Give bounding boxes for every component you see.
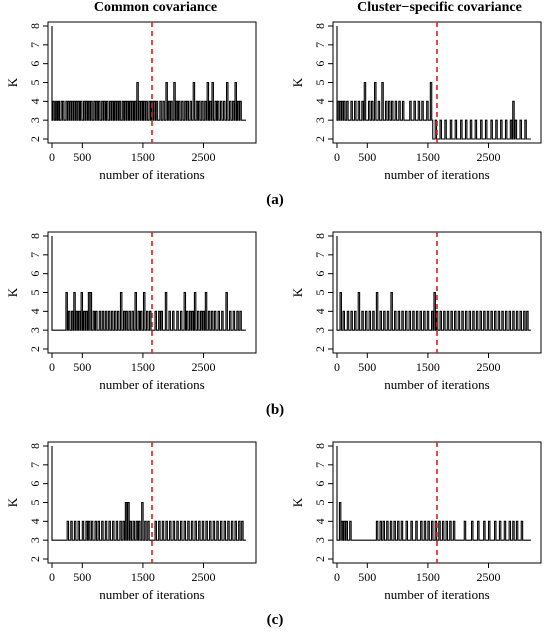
x-tick-label: 0: [49, 150, 55, 164]
y-tick-label: 8: [28, 233, 42, 239]
panel-letter-a: (a): [266, 192, 284, 208]
x-tick-label: 0: [334, 360, 340, 374]
x-tick-label: 1500: [416, 360, 440, 374]
y-tick-label: 4: [28, 98, 42, 104]
mcmc-trace-line: [336, 446, 531, 541]
x-tick-label: 500: [73, 150, 91, 164]
x-tick-label: 2500: [192, 570, 216, 584]
y-tick-label: 6: [28, 481, 42, 487]
y-tick-label: 4: [313, 308, 327, 314]
x-axis-label: number of iterations: [99, 167, 204, 182]
y-tick-label: 7: [28, 42, 42, 48]
y-tick-label: 2: [313, 136, 327, 142]
panel-c-common: 2 3 4 5 6 7 8 K 0 500 1500 2500 number of iterations: [5, 441, 257, 602]
y-axis-label: K: [290, 77, 305, 87]
x-tick-label: 1500: [416, 150, 440, 164]
y-tick-label: 3: [313, 327, 327, 333]
y-axis-label: K: [290, 287, 305, 297]
y-tick-label: 5: [313, 500, 327, 506]
column-title-common: Common covariance: [93, 0, 218, 15]
y-tick-label: 3: [313, 117, 327, 123]
mcmc-trace-line: [51, 446, 246, 541]
panel-letter-c: (c): [266, 612, 284, 628]
x-tick-label: 500: [358, 570, 376, 584]
y-tick-label: 6: [313, 481, 327, 487]
x-tick-label: 500: [358, 360, 376, 374]
y-tick-label: 3: [28, 117, 42, 123]
x-axis-label: number of iterations: [384, 377, 489, 392]
y-tick-label: 7: [28, 462, 42, 468]
y-tick-label: 2: [313, 346, 327, 352]
x-axis-label: number of iterations: [99, 377, 204, 392]
x-axis-label: number of iterations: [384, 587, 489, 602]
y-axis-label: K: [290, 497, 305, 507]
y-axis-label: K: [5, 77, 20, 87]
x-tick-label: 500: [73, 360, 91, 374]
y-tick-label: 2: [28, 136, 42, 142]
y-tick-label: 5: [313, 290, 327, 296]
x-axis-label: number of iterations: [99, 587, 204, 602]
panel-b-cluster: 2 3 4 5 6 7 8 K 0 500 1500 2500 number of iterations: [290, 231, 542, 392]
y-tick-label: 5: [28, 500, 42, 506]
y-tick-label: 2: [313, 556, 327, 562]
x-tick-label: 1500: [131, 150, 155, 164]
y-axis-label: K: [5, 497, 20, 507]
x-tick-label: 2500: [477, 360, 501, 374]
y-tick-label: 8: [313, 23, 327, 29]
y-tick-label: 6: [313, 271, 327, 277]
y-axis-label: K: [5, 287, 20, 297]
y-tick-label: 8: [313, 443, 327, 449]
y-tick-label: 8: [28, 23, 42, 29]
y-tick-label: 4: [313, 518, 327, 524]
mcmc-trace-line: [51, 236, 246, 331]
y-tick-label: 2: [28, 346, 42, 352]
y-tick-label: 4: [28, 308, 42, 314]
y-tick-label: 5: [28, 290, 42, 296]
x-tick-label: 1500: [131, 360, 155, 374]
x-tick-label: 0: [334, 150, 340, 164]
x-tick-label: 2500: [477, 570, 501, 584]
panel-a-cluster: 2 3 4 5 6 7 8 K 0 500 1500 2500 number of iterations: [290, 21, 542, 182]
y-tick-label: 4: [313, 98, 327, 104]
panel-letter-b: (b): [265, 402, 285, 418]
x-tick-label: 2500: [192, 360, 216, 374]
panel-b-common: 2 3 4 5 6 7 8 K 0 500 1500 2500 number of iterations: [5, 231, 257, 392]
mcmc-trace-line: [336, 236, 531, 331]
x-tick-label: 500: [358, 150, 376, 164]
y-tick-label: 5: [28, 80, 42, 86]
y-tick-label: 8: [28, 443, 42, 449]
y-tick-label: 6: [28, 61, 42, 67]
y-tick-label: 6: [28, 271, 42, 277]
y-tick-label: 4: [28, 518, 42, 524]
x-axis-label: number of iterations: [384, 167, 489, 182]
y-tick-label: 2: [28, 556, 42, 562]
y-tick-label: 7: [313, 42, 327, 48]
panel-c-cluster: 2 3 4 5 6 7 8 K 0 500 1500 2500 number of iterations: [290, 441, 542, 602]
y-tick-label: 3: [313, 537, 327, 543]
x-tick-label: 0: [49, 360, 55, 374]
y-tick-label: 7: [28, 252, 42, 258]
y-tick-label: 7: [313, 462, 327, 468]
x-tick-label: 1500: [131, 570, 155, 584]
x-tick-label: 1500: [416, 570, 440, 584]
x-tick-label: 2500: [192, 150, 216, 164]
y-tick-label: 3: [28, 327, 42, 333]
mcmc-trace-line: [51, 26, 246, 121]
y-tick-label: 5: [313, 80, 327, 86]
y-tick-label: 3: [28, 537, 42, 543]
panel-a-common: 2 3 4 5 6 7 8 K 0 500 1500 2500 number of iterations: [5, 21, 257, 182]
x-tick-label: 0: [49, 570, 55, 584]
y-tick-label: 7: [313, 252, 327, 258]
x-tick-label: 0: [334, 570, 340, 584]
mcmc-trace-line: [336, 26, 531, 140]
column-title-cluster-specific: Cluster−specific covariance: [357, 0, 522, 15]
y-tick-label: 6: [313, 61, 327, 67]
x-tick-label: 500: [73, 570, 91, 584]
x-tick-label: 2500: [477, 150, 501, 164]
y-tick-label: 8: [313, 233, 327, 239]
